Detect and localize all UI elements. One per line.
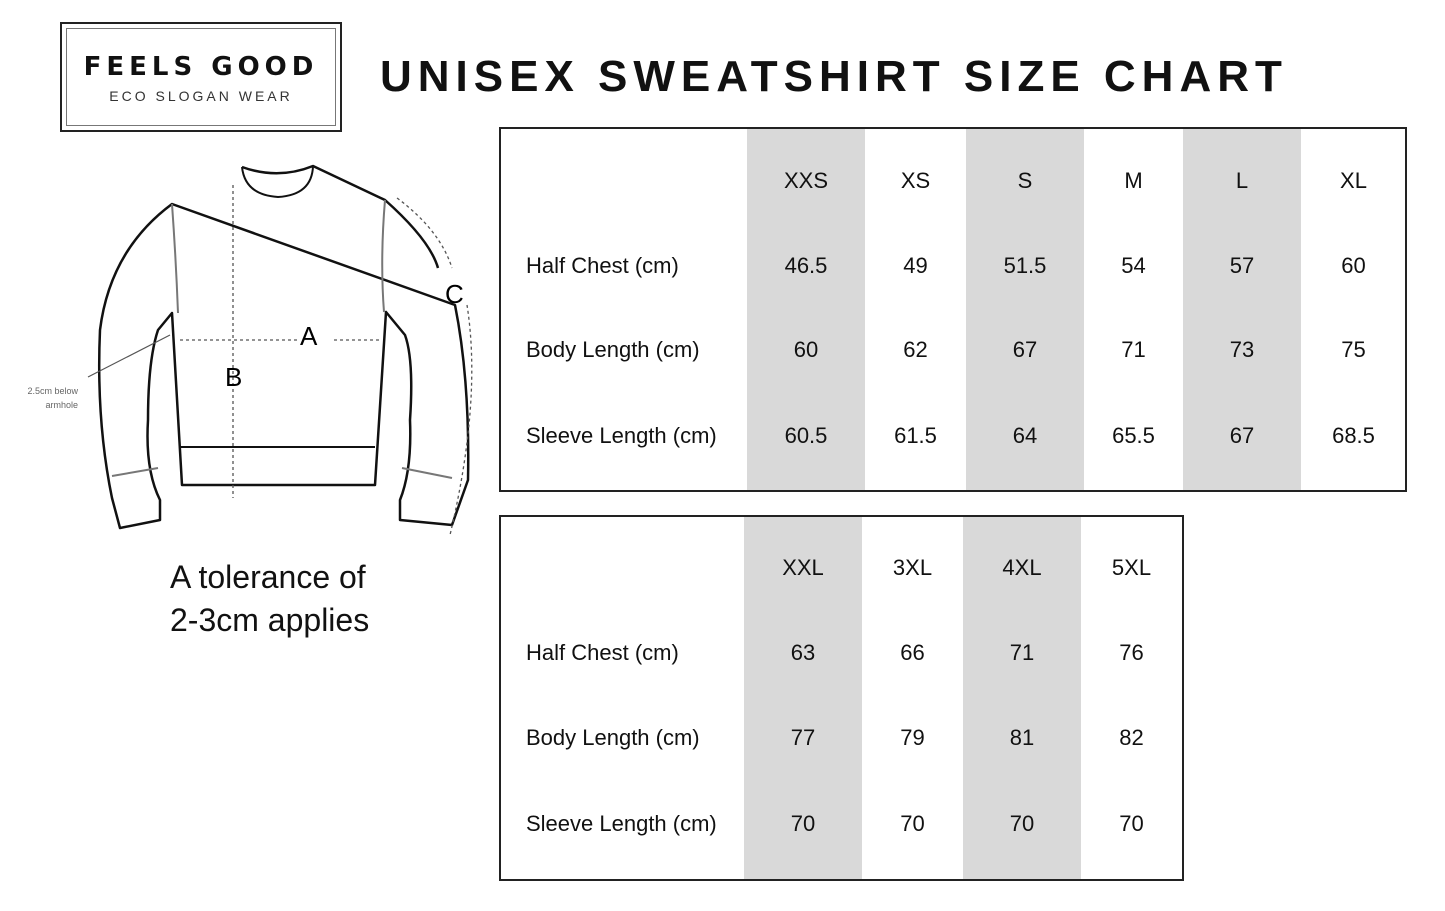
armhole-pointer: [87, 334, 171, 378]
table-cell: 61.5: [894, 423, 937, 448]
armhole-note-line2: armhole: [45, 400, 78, 410]
table-cell: 63: [790, 640, 816, 665]
logo-title: FEELS GOOD: [83, 52, 319, 82]
size-header: 4XL: [1002, 555, 1042, 580]
row-label: Sleeve Length (cm): [526, 423, 717, 448]
row-label: Body Length (cm): [526, 337, 700, 362]
table-cell: 60: [793, 337, 819, 362]
table-cell: 73: [1229, 337, 1255, 362]
label-b: B: [225, 362, 242, 392]
table-cell: 67: [1229, 423, 1255, 448]
table-cell: 71: [1121, 337, 1146, 362]
label-a: A: [300, 321, 318, 351]
table-cell: 68.5: [1332, 423, 1375, 448]
logo-inner-border: [66, 28, 336, 126]
table-cell: 66: [900, 640, 925, 665]
size-header: XXS: [783, 168, 829, 193]
shaded-column: [1183, 129, 1301, 490]
shaded-column: [963, 517, 1081, 879]
table-cell: 49: [903, 253, 928, 278]
size-header: XL: [1340, 168, 1367, 193]
table-cell: 51.5: [1003, 253, 1047, 278]
table-cell: 64: [1012, 423, 1038, 448]
size-header: 5XL: [1111, 555, 1152, 580]
sweatshirt-outline: [97, 164, 470, 530]
table-cell: 70: [1119, 811, 1144, 836]
table-cell: 65.5: [1112, 423, 1155, 448]
table-cell: 70: [900, 811, 925, 836]
shaded-column: [747, 129, 865, 490]
sweatshirt-diagram: A B C 2.5cm below armhole: [27, 164, 473, 536]
table-cell: 60: [1341, 253, 1366, 278]
table-cell: 71: [1009, 640, 1035, 665]
page-title: UNISEX SWEATSHIRT SIZE CHART: [380, 52, 1288, 101]
table-cell: 46.5: [784, 253, 828, 278]
row-label: Body Length (cm): [526, 725, 700, 750]
tolerance-line1: A tolerance of: [170, 559, 366, 595]
tolerance-line2: 2-3cm applies: [170, 602, 370, 638]
table-cell: 76: [1119, 640, 1144, 665]
size-table-2: XXL 3XL 4XL 5XL Half Chest (cm) 63 66 71 76 Body …: [499, 515, 1184, 881]
brand-logo: FEELS GOOD ECO SLOGAN WEAR: [60, 22, 342, 132]
tolerance-note: A tolerance of 2-3cm applies: [170, 556, 369, 642]
row-label: Half Chest (cm): [526, 640, 679, 665]
size-header: S: [1017, 168, 1033, 193]
armhole-note-line1: 2.5cm below: [27, 386, 78, 396]
table-cell: 54: [1121, 253, 1146, 278]
size-header: L: [1235, 168, 1249, 193]
size-header: M: [1124, 168, 1143, 193]
label-c: C: [445, 279, 464, 309]
table-cell: 82: [1119, 725, 1144, 750]
shaded-column: [744, 517, 862, 879]
table-cell: 70: [790, 811, 816, 836]
measure-c-line: [396, 197, 473, 536]
table-cell: 57: [1229, 253, 1255, 278]
logo-subtitle: ECO SLOGAN WEAR: [109, 88, 293, 104]
size-header: 3XL: [892, 555, 933, 580]
table-cell: 67: [1012, 337, 1038, 362]
size-header: XS: [900, 168, 931, 193]
table-cell: 75: [1341, 337, 1366, 362]
shaded-column: [966, 129, 1084, 490]
table-cell: 62: [903, 337, 928, 362]
table-cell: 77: [790, 725, 816, 750]
table-cell: 79: [900, 725, 925, 750]
size-table-1: XXS XS S M L XL Half Chest (cm) 46.5 49 51.5 54 57 6…: [499, 127, 1407, 492]
row-label: Sleeve Length (cm): [526, 811, 717, 836]
table-cell: 70: [1009, 811, 1035, 836]
table-cell: 81: [1009, 725, 1035, 750]
table-cell: 60.5: [784, 423, 828, 448]
row-label: Half Chest (cm): [526, 253, 679, 278]
size-header: XXL: [782, 555, 824, 580]
